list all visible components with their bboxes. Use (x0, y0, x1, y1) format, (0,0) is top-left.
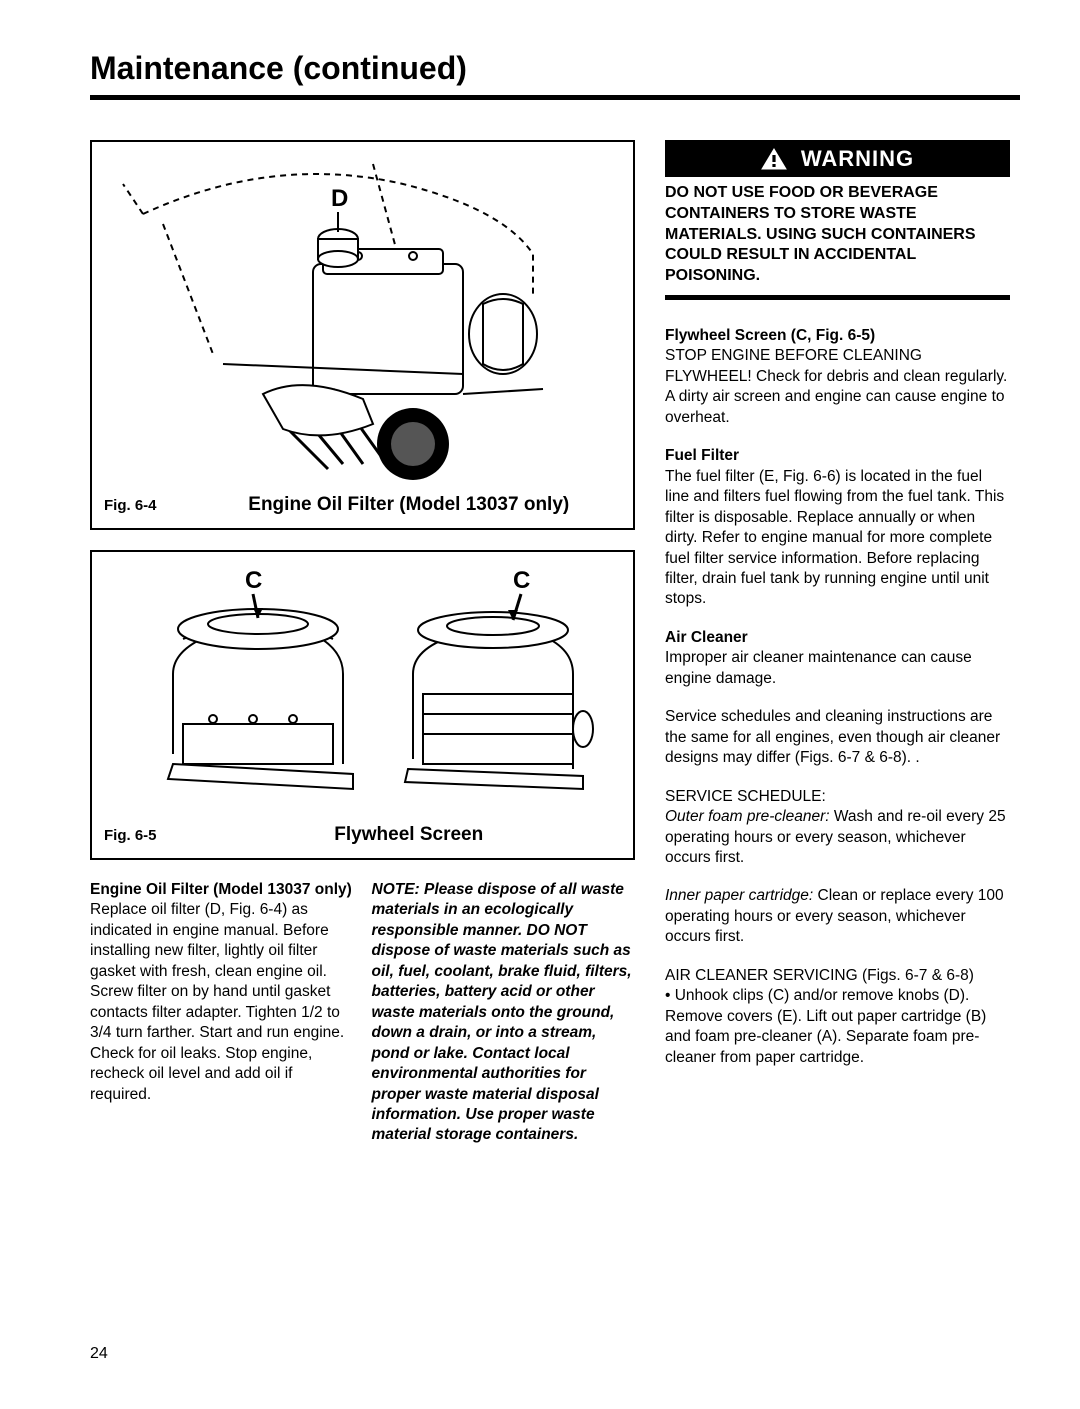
right-column: WARNING DO NOT USE FOOD OR BEVERAGE CONT… (665, 140, 1010, 1146)
title-rule (90, 95, 1020, 100)
air-cleaner-heading: Air Cleaner (665, 629, 748, 646)
flywheel-screen-diagram: C C (113, 564, 613, 814)
warning-title: WARNING (801, 146, 914, 172)
service-schedule-head: SERVICE SCHEDULE: (665, 788, 826, 805)
svg-text:C: C (513, 567, 530, 594)
content-area: D Fig. 6-4 Engine Oil Filter (Model 1303… (90, 140, 1020, 1146)
note-lead: NOTE: (372, 881, 425, 898)
air-cleaner-body1: Improper air cleaner maintenance can cau… (665, 649, 972, 686)
svg-text:D: D (331, 185, 348, 212)
disposal-note: NOTE: Please dispose of all waste materi… (372, 880, 636, 1146)
service-schedule: SERVICE SCHEDULE: Outer foam pre-cleaner… (665, 787, 1010, 869)
flywheel-heading: Flywheel Screen (C, Fig. 6-5) (665, 327, 875, 344)
figure-6-5: C C Fig. 6-5 Flywheel Screen (90, 550, 635, 860)
fig-6-5-label: Fig. 6-5 (104, 827, 157, 844)
fig-6-4-label: Fig. 6-4 (104, 497, 157, 514)
warning-body: DO NOT USE FOOD OR BEVERAGE CONTAINERS T… (665, 177, 1010, 300)
oil-filter-body: Replace oil filter (D, Fig. 6-4) as indi… (90, 901, 344, 1102)
outer-foam-lead: Outer foam pre-cleaner: (665, 808, 830, 825)
fig-6-4-caption: Engine Oil Filter (Model 13037 only) (197, 494, 621, 516)
figure-6-4: D Fig. 6-4 Engine Oil Filter (Model 1303… (90, 140, 635, 530)
air-cleaner-servicing: AIR CLEANER SERVICING (Figs. 6-7 & 6-8) … (665, 966, 1010, 1068)
svg-text:C: C (245, 567, 262, 594)
oil-filter-text: Engine Oil Filter (Model 13037 only) Rep… (90, 880, 354, 1146)
fuel-filter-block: Fuel Filter The fuel filter (E, Fig. 6-6… (665, 446, 1010, 610)
air-cleaner-body2: Service schedules and cleaning instructi… (665, 707, 1010, 768)
warning-header: WARNING (665, 140, 1010, 177)
page-number: 24 (90, 1345, 108, 1363)
note-body: Please dispose of all waste materials in… (372, 881, 632, 1143)
flywheel-body: STOP ENGINE BEFORE CLEANING FLYWHEEL! Ch… (665, 347, 1007, 425)
left-column: D Fig. 6-4 Engine Oil Filter (Model 1303… (90, 140, 635, 1146)
fig-6-5-caption: Flywheel Screen (197, 824, 621, 846)
flywheel-block: Flywheel Screen (C, Fig. 6-5) STOP ENGIN… (665, 326, 1010, 428)
left-text-columns: Engine Oil Filter (Model 13037 only) Rep… (90, 880, 635, 1146)
inner-cartridge-lead: Inner paper cartridge: (665, 887, 813, 904)
servicing-bullet: • Unhook clips (C) and/or remove knobs (… (665, 987, 986, 1065)
engine-oil-filter-diagram: D (113, 154, 613, 484)
servicing-head: AIR CLEANER SERVICING (Figs. 6-7 & 6-8) (665, 967, 974, 984)
warning-triangle-icon (761, 148, 787, 170)
page-title: Maintenance (continued) (90, 50, 1020, 87)
fuel-filter-body: The fuel filter (E, Fig. 6-6) is located… (665, 468, 1004, 608)
oil-filter-heading: Engine Oil Filter (Model 13037 only) (90, 881, 352, 898)
fuel-filter-heading: Fuel Filter (665, 447, 739, 464)
air-cleaner-block: Air Cleaner Improper air cleaner mainten… (665, 628, 1010, 689)
inner-cartridge: Inner paper cartridge: Clean or replace … (665, 886, 1010, 947)
